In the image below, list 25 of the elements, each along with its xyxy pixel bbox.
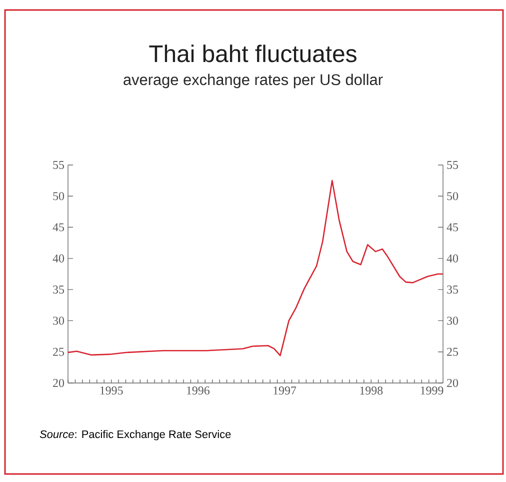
y-tick-label: 20 <box>447 378 458 388</box>
x-tick-label: 1997 <box>274 386 296 395</box>
y2-tick-label: 45 <box>52 223 64 232</box>
y2-tick-label: 35 <box>53 286 64 294</box>
y-tick-label: 30 <box>447 316 458 325</box>
chart-subtitle: average exchange rates per US dollar <box>124 74 383 88</box>
y-tick-label: 35 <box>447 286 458 294</box>
text: Source: Pacific Exchange Rate Service <box>40 430 231 440</box>
x-tick-label: 1999 <box>420 386 444 395</box>
line-series <box>68 180 444 356</box>
y2-tick-label: 55 <box>53 161 64 169</box>
y-tick-label: 55 <box>447 161 458 169</box>
x-tick-label: 1996 <box>187 386 210 395</box>
y-tick-label: 50 <box>447 192 458 200</box>
y2-tick-label: 30 <box>53 316 64 325</box>
x-tick-label: 1998 <box>360 386 383 395</box>
y-tick-label: 25 <box>447 348 458 356</box>
y2-tick-label: 40 <box>52 254 64 262</box>
y-tick-label: 45 <box>446 223 458 232</box>
y2-tick-label: 50 <box>53 192 64 200</box>
y-tick-label: 40 <box>446 254 458 262</box>
y2-tick-label: 20 <box>53 378 64 388</box>
y2-tick-label: 25 <box>53 348 64 356</box>
chart-title: Thai baht fluctuates <box>149 44 356 62</box>
x-tick-label: 1995 <box>100 386 123 395</box>
